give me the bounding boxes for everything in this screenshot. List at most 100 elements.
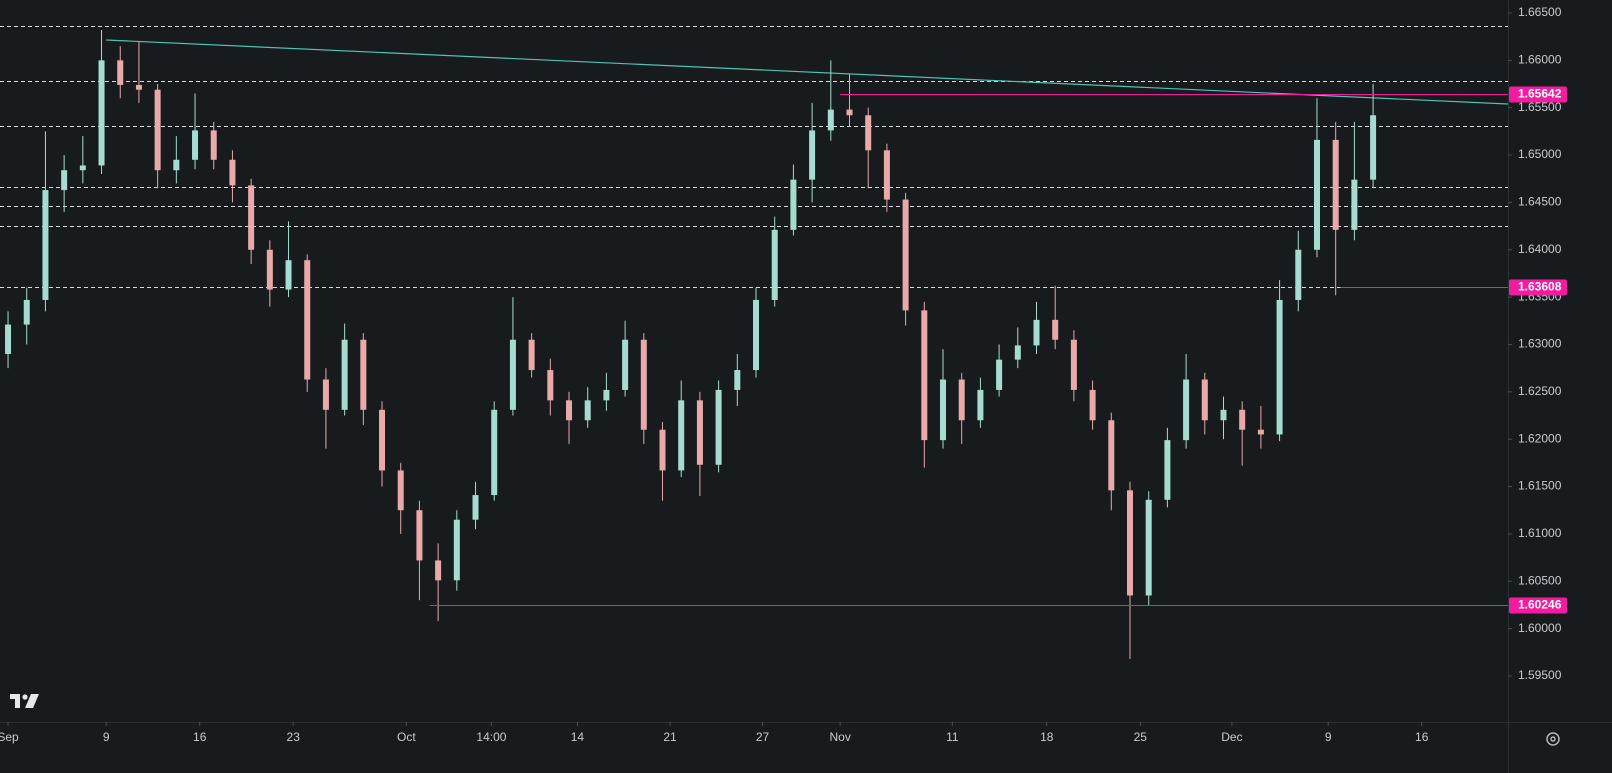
x-tick-label: 14:00 xyxy=(476,730,506,744)
x-tick-label: 11 xyxy=(946,730,959,744)
candle-body xyxy=(322,379,329,410)
candle-body xyxy=(1033,319,1040,346)
y-tick-label: 1.64500 xyxy=(1518,195,1562,209)
candle-body xyxy=(135,84,142,90)
y-tick-label: 1.66500 xyxy=(1518,5,1562,19)
candle-body xyxy=(173,159,180,171)
candle-body xyxy=(248,185,255,250)
y-tick-label: 1.60000 xyxy=(1518,621,1562,635)
x-tick-label: 27 xyxy=(756,730,770,744)
candle-body xyxy=(42,190,49,300)
y-tick-label: 1.65000 xyxy=(1518,147,1562,161)
candle-body xyxy=(1052,319,1059,340)
y-tick-label: 1.65500 xyxy=(1518,100,1562,114)
candle-body xyxy=(622,339,629,390)
candle-body xyxy=(79,165,86,171)
candle-body xyxy=(883,150,890,200)
level-label-bg xyxy=(1509,86,1567,103)
candle-body xyxy=(753,299,760,371)
level-label-bg xyxy=(1509,597,1567,614)
candle-body xyxy=(996,359,1003,390)
y-tick-label: 1.59500 xyxy=(1518,668,1562,682)
candle-body xyxy=(940,379,947,441)
candle-body xyxy=(98,60,105,166)
candle-body xyxy=(846,109,853,116)
candle-body xyxy=(1126,490,1133,596)
candle-body xyxy=(304,260,311,380)
level-label: 1.60246 xyxy=(1518,598,1562,612)
candle-body xyxy=(285,260,292,290)
settings-button[interactable] xyxy=(1546,732,1560,746)
candle-body xyxy=(360,339,367,410)
candle-body xyxy=(210,130,217,160)
candle-body xyxy=(790,179,797,230)
x-tick-label: 21 xyxy=(663,730,677,744)
x-tick-label: Dec xyxy=(1221,730,1242,744)
candle-body xyxy=(1370,115,1377,180)
tradingview-logo xyxy=(10,694,39,708)
candle-body xyxy=(229,159,236,186)
y-tick-label: 1.60500 xyxy=(1518,573,1562,587)
candle-body xyxy=(5,324,12,354)
candle-body xyxy=(1183,379,1190,441)
candle-body xyxy=(472,495,479,520)
y-tick-label: 1.62500 xyxy=(1518,384,1562,398)
x-tick-label: 23 xyxy=(287,730,301,744)
candle-body xyxy=(1145,499,1152,596)
candle-body xyxy=(341,339,348,410)
candle-body xyxy=(1014,345,1021,360)
candle-body xyxy=(659,429,666,471)
candle-body xyxy=(509,339,516,410)
candle-body xyxy=(1313,139,1320,250)
candle-body xyxy=(827,109,834,131)
candle-body xyxy=(1239,409,1246,430)
candle-body xyxy=(117,60,124,85)
y-tick-label: 1.61500 xyxy=(1518,479,1562,493)
candle-body xyxy=(435,560,442,581)
x-tick-label: 25 xyxy=(1134,730,1148,744)
candle-body xyxy=(192,130,199,160)
candle-body xyxy=(547,370,554,401)
y-tick-label: 1.64000 xyxy=(1518,242,1562,256)
candle-body xyxy=(1257,429,1264,435)
candle-body xyxy=(1108,420,1115,491)
candle-body xyxy=(266,249,273,290)
y-tick-label: 1.66000 xyxy=(1518,53,1562,67)
candle-body xyxy=(715,389,722,465)
candle-body xyxy=(734,370,741,390)
candle-body xyxy=(379,409,386,471)
x-tick-label: 9 xyxy=(1325,730,1332,744)
level-label: 1.63608 xyxy=(1518,280,1562,294)
candle-body xyxy=(921,310,928,441)
candle-body xyxy=(1332,139,1339,230)
candle-body xyxy=(771,229,778,300)
x-tick-label: Sep xyxy=(0,730,19,744)
candle-body xyxy=(902,199,909,311)
candle-body xyxy=(603,389,610,401)
level-label-bg xyxy=(1509,279,1567,296)
candle-body xyxy=(1089,389,1096,421)
candle-body xyxy=(640,339,647,430)
candle-body xyxy=(809,130,816,180)
candle-body xyxy=(491,409,498,496)
trendline xyxy=(106,39,1509,105)
candle-body xyxy=(23,299,30,325)
candle-body xyxy=(1276,299,1283,435)
level-label: 1.65642 xyxy=(1518,87,1562,101)
candle-body xyxy=(1070,339,1077,390)
x-tick-label: 9 xyxy=(103,730,110,744)
x-tick-label: Oct xyxy=(397,730,416,744)
x-tick-label: Nov xyxy=(829,730,850,744)
candle-body xyxy=(61,170,68,191)
x-tick-label: 16 xyxy=(193,730,207,744)
candle-body xyxy=(528,339,535,371)
x-tick-label: 16 xyxy=(1415,730,1429,744)
candle-body xyxy=(1201,379,1208,421)
x-tick-label: 14 xyxy=(571,730,585,744)
x-tick-label: 18 xyxy=(1040,730,1054,744)
candle-body xyxy=(397,470,404,511)
candle-body xyxy=(1220,409,1227,421)
